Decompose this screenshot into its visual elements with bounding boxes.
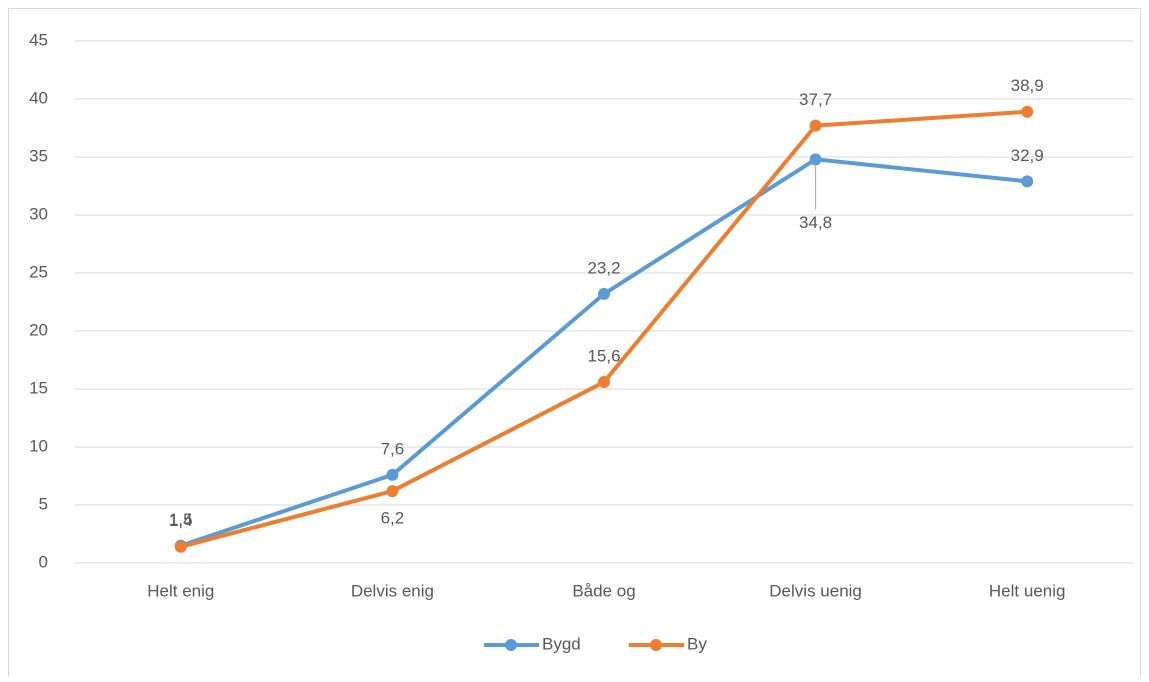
data-label: 34,8 [799,213,832,232]
data-label: 38,9 [1011,76,1044,95]
point [809,119,822,132]
y-tick-label: 15 [29,378,48,397]
point [598,376,610,389]
y-tick-label: 40 [29,88,48,107]
data-label: 37,7 [799,90,832,109]
data-label: 23,2 [587,258,620,277]
point [598,287,610,300]
data-label: 32,9 [1011,146,1044,165]
point [386,485,399,498]
data-label: 1,5 [169,510,193,529]
point [1021,105,1034,118]
data-label: 7,6 [381,439,405,458]
point [174,540,187,553]
y-tick-label: 10 [29,436,48,455]
point [1021,175,1034,188]
legend-label: Bygd [542,634,581,653]
x-tick-label: Helt uenig [989,581,1066,600]
x-tick-label: Delvis enig [351,581,434,600]
legend-marker [650,639,662,651]
series-line [180,109,1028,549]
point [809,153,822,166]
x-tick-label: Delvis uenig [769,581,862,600]
y-tick-label: 25 [29,262,48,281]
x-tick-label: Både og [572,581,635,600]
y-tick-label: 0 [39,552,48,571]
x-tick-label: Helt enig [147,581,214,600]
legend-label: By [687,634,707,653]
y-tick-label: 35 [29,146,48,165]
y-tick-label: 5 [39,494,48,513]
point [386,468,399,481]
data-label: 15,6 [587,347,620,366]
y-tick-label: 30 [29,204,48,223]
y-tick-label: 20 [29,320,48,339]
data-label: 6,2 [381,509,405,528]
data-label: 1,4 [169,511,193,530]
legend-marker [505,639,517,651]
y-tick-label: 45 [29,30,48,49]
chart-frame [8,8,1141,682]
